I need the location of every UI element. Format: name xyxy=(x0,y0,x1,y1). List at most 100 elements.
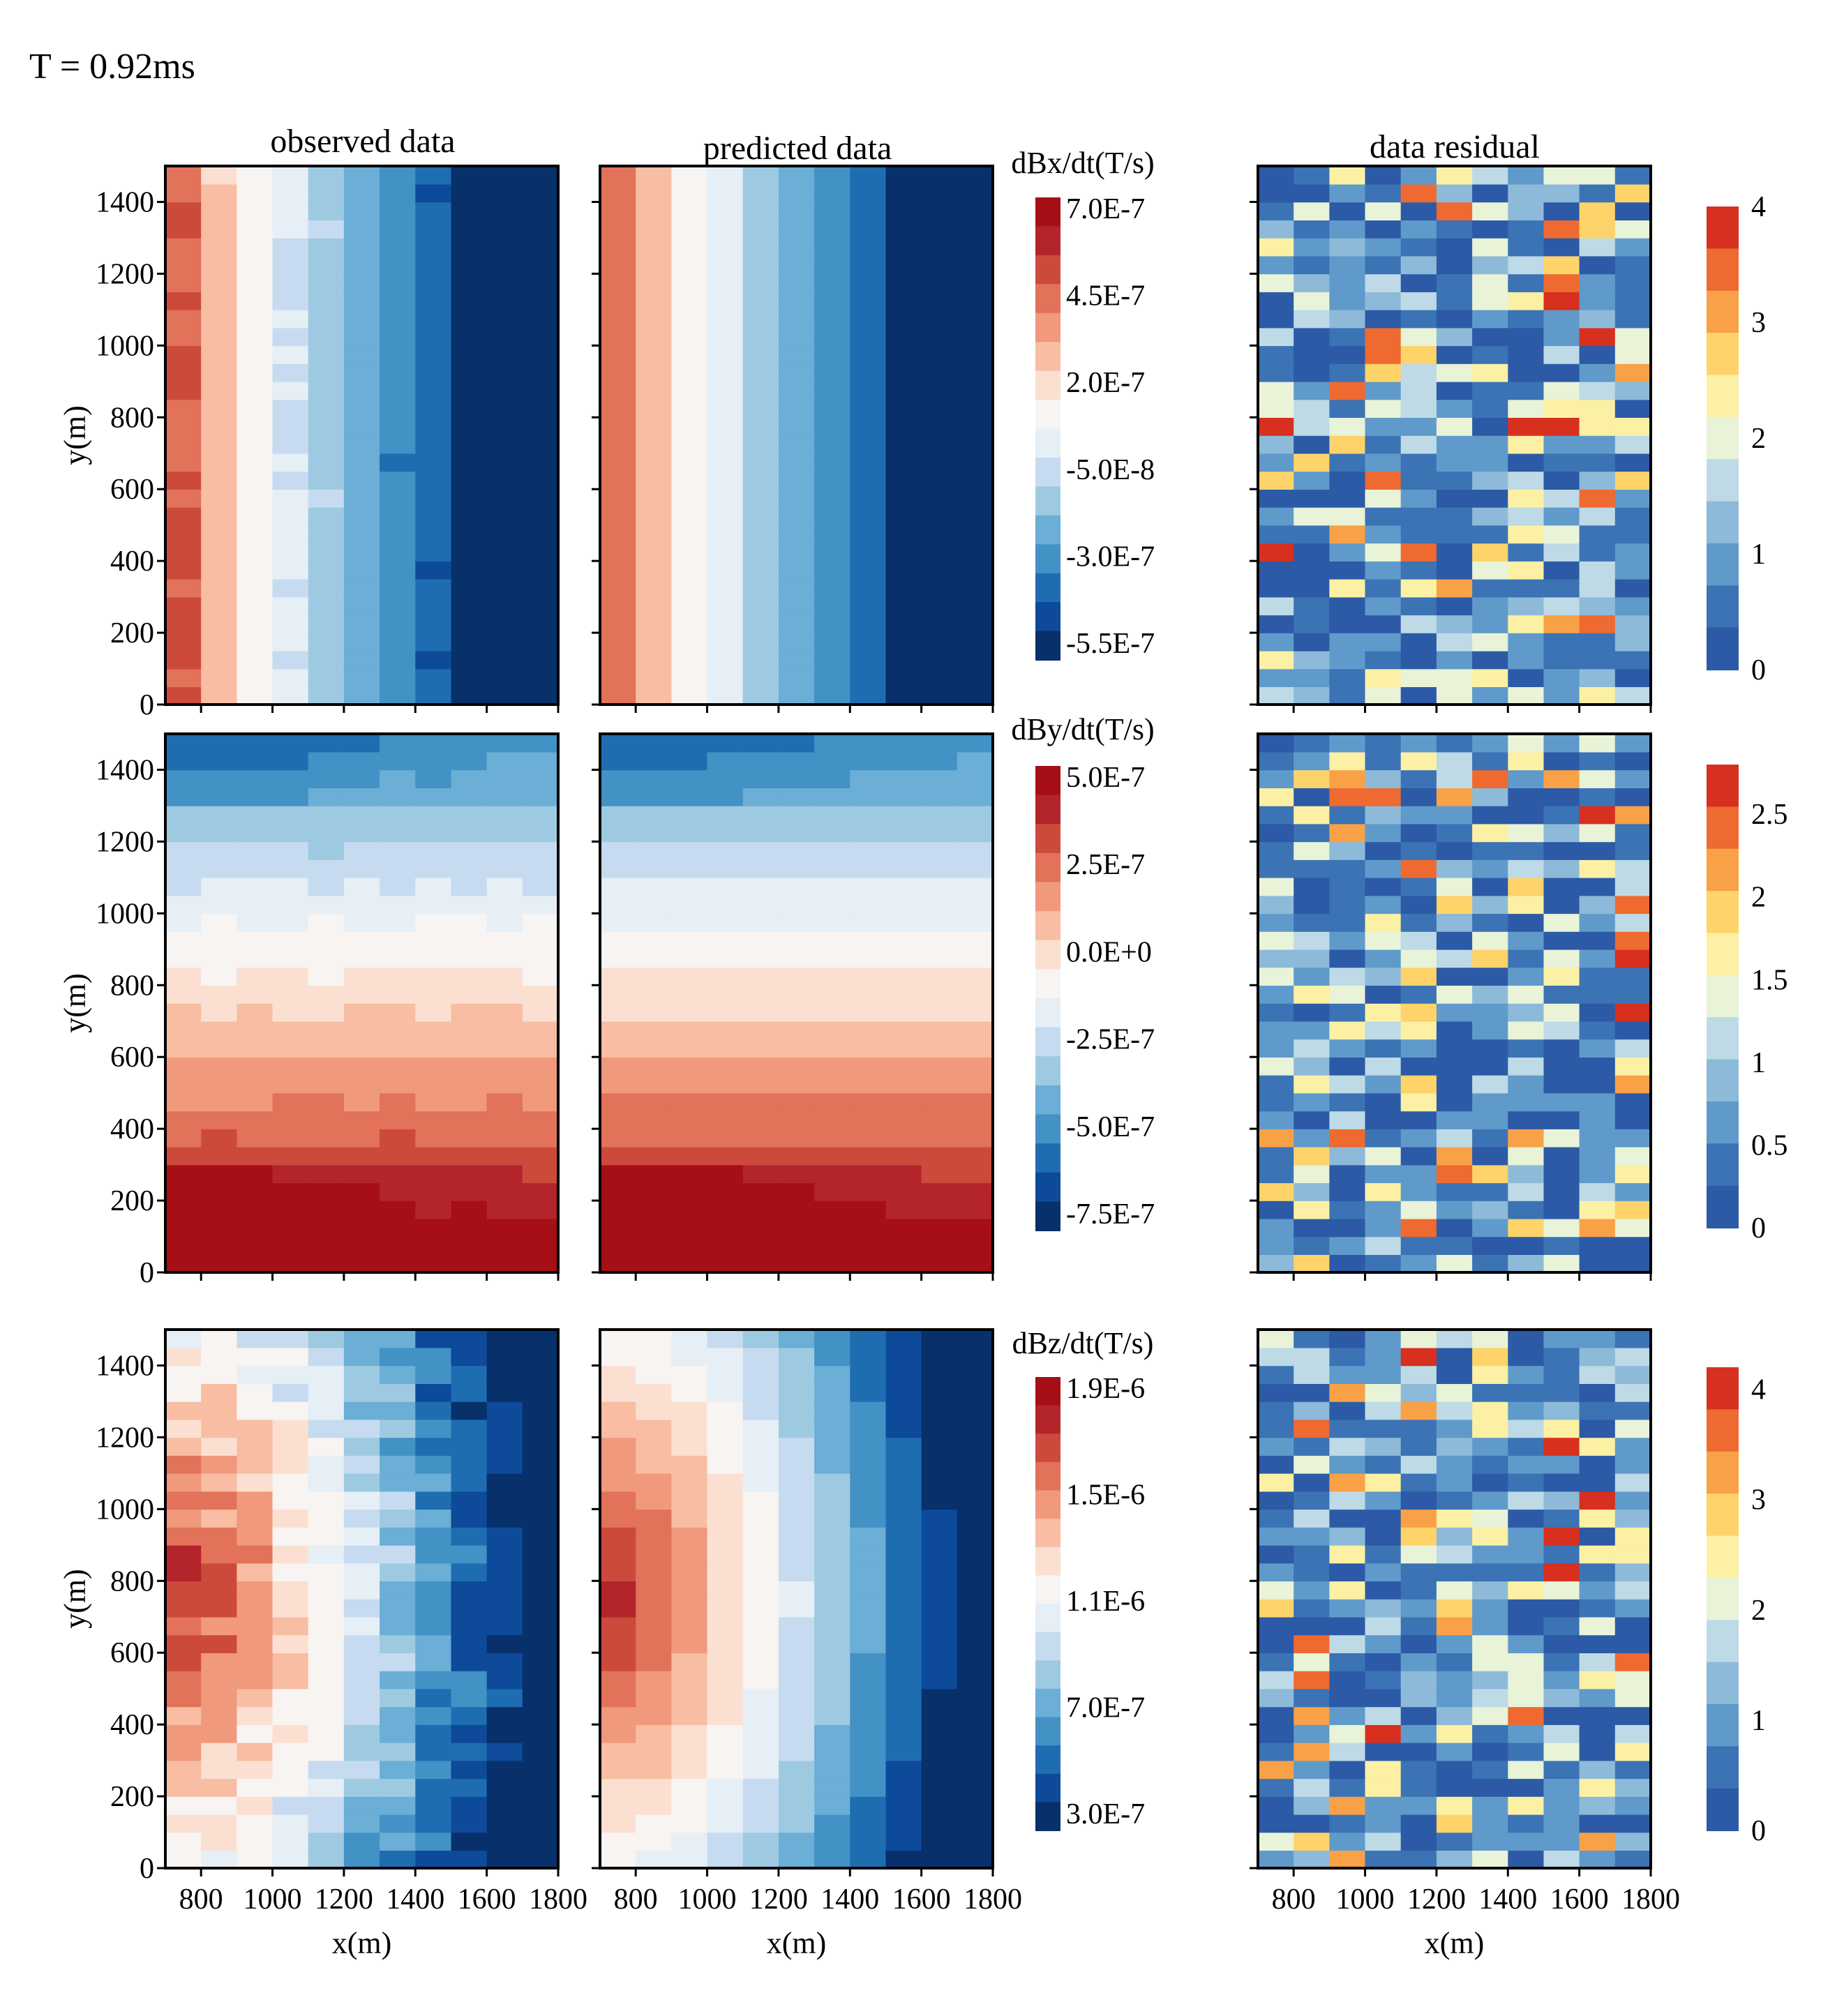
heatmap-cell xyxy=(957,1850,994,1869)
heatmap-cell xyxy=(885,1706,922,1725)
heatmap-cell xyxy=(707,895,744,915)
heatmap-cell xyxy=(451,1634,488,1653)
heatmap-cell xyxy=(814,1218,851,1238)
heatmap-cell xyxy=(814,1509,851,1528)
heatmap-cell xyxy=(1579,1616,1616,1636)
heatmap-cell xyxy=(1579,788,1616,806)
heatmap-cell xyxy=(1294,1330,1330,1348)
heatmap-cell xyxy=(814,734,851,753)
heatmap-cell xyxy=(1472,1401,1509,1420)
heatmap-cell xyxy=(707,1437,744,1456)
heatmap-cell xyxy=(1258,596,1294,616)
heatmap-cell xyxy=(742,1003,779,1022)
heatmap-cell xyxy=(415,769,452,788)
heatmap-cell xyxy=(1579,1724,1616,1743)
heatmap-cell xyxy=(522,841,559,860)
heatmap-cell xyxy=(742,506,779,526)
heatmap-cell xyxy=(1543,1491,1580,1510)
heatmap-cell xyxy=(957,1491,994,1510)
heatmap-cell xyxy=(308,1365,345,1384)
heatmap-cell xyxy=(636,1330,673,1348)
heatmap-cell xyxy=(1365,1129,1402,1148)
heatmap-cell xyxy=(1436,273,1473,292)
heatmap-cell xyxy=(1543,859,1580,878)
heatmap-cell xyxy=(486,202,523,220)
heatmap-cell xyxy=(308,273,345,292)
heatmap-cell xyxy=(165,506,202,526)
heatmap-cell xyxy=(380,292,417,310)
heatmap-cell xyxy=(343,1509,380,1528)
heatmap-cell xyxy=(1508,1599,1545,1618)
heatmap-cell xyxy=(671,913,708,932)
heatmap-cell xyxy=(636,1057,673,1076)
colorbar-swatch xyxy=(1035,1604,1060,1633)
residual-colorbar-swatch xyxy=(1707,1017,1739,1039)
heatmap-cell xyxy=(778,967,815,986)
heatmap-cell xyxy=(1294,1599,1330,1618)
heatmap-cell xyxy=(522,769,559,788)
heatmap-cell xyxy=(1365,1599,1402,1618)
heatmap-cell xyxy=(885,931,922,950)
heatmap-cell xyxy=(778,220,815,239)
heatmap-cell xyxy=(1508,1760,1545,1780)
heatmap-cell xyxy=(165,1057,202,1076)
heatmap-cell xyxy=(885,1832,922,1851)
heatmap-cell xyxy=(486,363,523,382)
heatmap-cell xyxy=(415,1129,452,1148)
heatmap-cell xyxy=(1294,841,1330,860)
heatmap-cell xyxy=(1579,1563,1616,1581)
heatmap-cell xyxy=(885,1544,922,1564)
heatmap-cell xyxy=(850,931,887,950)
heatmap-cell xyxy=(380,668,417,687)
heatmap-cell xyxy=(600,1742,636,1761)
heatmap-cell xyxy=(415,1688,452,1708)
heatmap-cell xyxy=(1614,506,1651,526)
heatmap-cell xyxy=(1543,1796,1580,1815)
heatmap-cell xyxy=(814,1653,851,1671)
heatmap-cell xyxy=(1365,1509,1402,1528)
heatmap-cell xyxy=(600,1706,636,1725)
heatmap-cell xyxy=(380,202,417,220)
heatmap-cell xyxy=(921,1832,958,1851)
heatmap-cell xyxy=(201,841,238,860)
heatmap-cell xyxy=(380,686,417,705)
heatmap-cell xyxy=(1365,823,1402,843)
heatmap-cell xyxy=(957,220,994,239)
heatmap-cell xyxy=(778,237,815,257)
heatmap-cell xyxy=(885,859,922,878)
heatmap-cell xyxy=(308,1111,345,1129)
heatmap-cell xyxy=(671,345,708,364)
heatmap-cell xyxy=(1329,1760,1366,1780)
heatmap-cell xyxy=(522,255,559,275)
heatmap-cell xyxy=(636,788,673,806)
heatmap-cell xyxy=(1365,273,1402,292)
heatmap-cell xyxy=(486,615,523,633)
colorbar-swatch xyxy=(1035,1114,1060,1145)
heatmap-cell xyxy=(522,1563,559,1581)
heatmap-cell xyxy=(486,1182,523,1201)
heatmap-cell xyxy=(778,292,815,310)
heatmap-cell xyxy=(600,734,636,753)
heatmap-cell xyxy=(814,1401,851,1420)
heatmap-cell xyxy=(921,292,958,310)
x-tick-label: 1000 xyxy=(1336,1883,1395,1916)
colorbar-tick-label: 2.0E-7 xyxy=(1066,367,1145,399)
heatmap-cell xyxy=(742,633,779,652)
heatmap-cell xyxy=(380,363,417,382)
heatmap-cell xyxy=(1436,1092,1473,1112)
heatmap-cell xyxy=(957,417,994,436)
heatmap-cell xyxy=(814,435,851,454)
heatmap-cell xyxy=(486,399,523,418)
heatmap-cell xyxy=(671,399,708,418)
heatmap-cell xyxy=(343,805,380,825)
heatmap-cell xyxy=(1436,633,1473,652)
heatmap-cell xyxy=(1400,1706,1437,1725)
heatmap-cell xyxy=(1365,1236,1402,1255)
heatmap-cell xyxy=(165,1814,202,1833)
heatmap-cell xyxy=(1329,292,1366,310)
heatmap-cell xyxy=(415,1039,452,1058)
heatmap-cell xyxy=(415,1330,452,1348)
heatmap-cell xyxy=(600,1724,636,1743)
heatmap-cell xyxy=(165,561,202,580)
residual-colorbar-swatch xyxy=(1707,1164,1739,1187)
